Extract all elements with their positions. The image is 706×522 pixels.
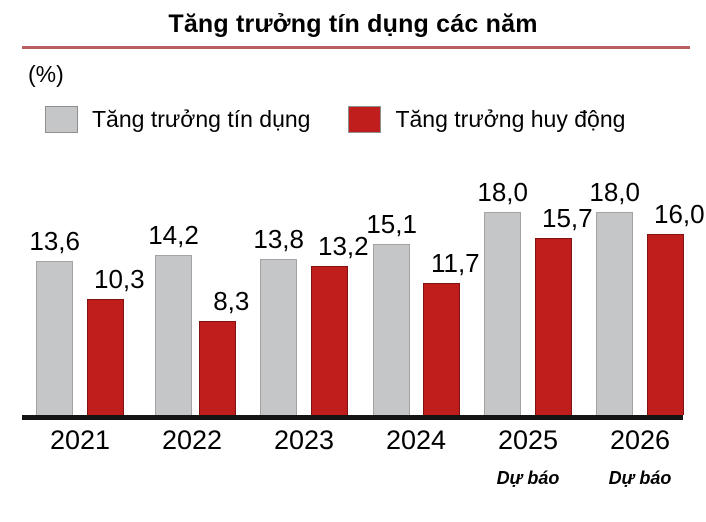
- bar-2021-series0: [36, 261, 74, 415]
- bar-2023-series0: [260, 259, 298, 415]
- bar-value-label: 13,6: [29, 226, 80, 257]
- forecast-note: [24, 468, 136, 490]
- x-axis-cell-2024: 2024: [360, 425, 472, 490]
- bar-group-2024: 15,1 11,7: [360, 210, 480, 415]
- bar-value-label: 15,1: [366, 209, 417, 240]
- legend-item-deposit-growth: Tăng trưởng huy động: [348, 106, 625, 133]
- bar-column-2021-series1: 10,3: [80, 265, 145, 415]
- forecast-note: [248, 468, 360, 490]
- x-axis-line: [22, 415, 683, 420]
- title-underline: [22, 46, 690, 49]
- legend-item-credit-growth: Tăng trưởng tín dụng: [45, 106, 310, 133]
- x-axis-year-label: 2026: [609, 425, 671, 455]
- bar-group-2026: 18,0 16,0: [584, 178, 705, 415]
- x-axis-year-label: 2023: [273, 425, 335, 455]
- x-axis-cell-2026: 2026 Dự báo: [584, 425, 696, 490]
- bar-2024-series0: [373, 244, 411, 415]
- legend-swatch-credit-growth: [45, 106, 78, 133]
- bar-2021-series1: [86, 299, 124, 415]
- forecast-note: Dự báo: [496, 468, 560, 488]
- y-axis-unit-label: (%): [28, 61, 64, 87]
- bar-value-label: 16,0: [654, 199, 705, 230]
- bar-value-label: 18,0: [477, 177, 528, 208]
- bar-column-2025-series0: 18,0: [477, 178, 528, 415]
- x-axis-year-label: 2022: [161, 425, 223, 455]
- bar-group-2023: 13,8 13,2: [248, 225, 369, 415]
- bar-2022-series1: [198, 321, 236, 415]
- bar-column-2024-series0: 15,1: [366, 210, 417, 415]
- bar-column-2021-series0: 13,6: [29, 227, 80, 415]
- legend-label-deposit-growth: Tăng trưởng huy động: [395, 106, 626, 132]
- x-axis-labels: 2021 2022 2023 2024 2025 Dự báo 2026 Dự báo: [24, 425, 696, 490]
- bar-group-2025: 18,0 15,7: [472, 178, 593, 415]
- legend-swatch-deposit-growth: [348, 106, 382, 133]
- bar-value-label: 18,0: [589, 177, 640, 208]
- x-axis-cell-2022: 2022: [136, 425, 248, 490]
- forecast-note: [136, 468, 248, 490]
- bar-2025-series0: [484, 212, 522, 415]
- bar-value-label: 15,7: [542, 203, 593, 234]
- plot-area: 13,6 10,3 14,2 8,3 13,8 13,2 15,1 11,7 18,0 15,7 1…: [24, 157, 705, 415]
- bar-2022-series0: [154, 255, 192, 415]
- bar-column-2026-series0: 18,0: [589, 178, 640, 415]
- bar-column-2023-series1: 13,2: [304, 232, 369, 415]
- legend: Tăng trưởng tín dụng Tăng trưởng huy độn…: [45, 106, 706, 133]
- bar-2026-series0: [596, 212, 634, 415]
- bar-column-2023-series0: 13,8: [253, 225, 304, 415]
- bar-column-2022-series1: 8,3: [198, 287, 249, 415]
- x-axis-year-label: 2024: [385, 425, 447, 455]
- bar-column-2022-series0: 14,2: [148, 221, 199, 415]
- bar-value-label: 13,8: [253, 224, 304, 255]
- legend-label-credit-growth: Tăng trưởng tín dụng: [92, 106, 311, 132]
- x-axis-year-label: 2021: [49, 425, 111, 455]
- bar-2024-series1: [422, 283, 460, 415]
- x-axis-cell-2023: 2023: [248, 425, 360, 490]
- bar-2025-series1: [534, 238, 572, 415]
- bar-value-label: 13,2: [318, 231, 369, 262]
- bar-value-label: 8,3: [213, 286, 250, 317]
- bar-column-2025-series1: 15,7: [528, 204, 593, 415]
- bar-2023-series1: [310, 266, 348, 415]
- forecast-note: Dự báo: [608, 468, 672, 488]
- bar-group-2022: 14,2 8,3: [136, 221, 249, 415]
- forecast-note: [360, 468, 472, 490]
- bar-column-2024-series1: 11,7: [417, 249, 480, 415]
- bar-group-2021: 13,6 10,3: [24, 227, 145, 415]
- x-axis-cell-2025: 2025 Dự báo: [472, 425, 584, 490]
- bar-value-label: 14,2: [148, 220, 199, 251]
- bar-value-label: 10,3: [94, 264, 145, 295]
- bar-column-2026-series1: 16,0: [640, 200, 705, 415]
- x-axis-year-label: 2025: [497, 425, 559, 455]
- chart-title: Tăng trưởng tín dụng các năm: [168, 10, 538, 38]
- bar-2026-series1: [646, 234, 684, 415]
- x-axis-cell-2021: 2021: [24, 425, 136, 490]
- bar-value-label: 11,7: [430, 248, 480, 279]
